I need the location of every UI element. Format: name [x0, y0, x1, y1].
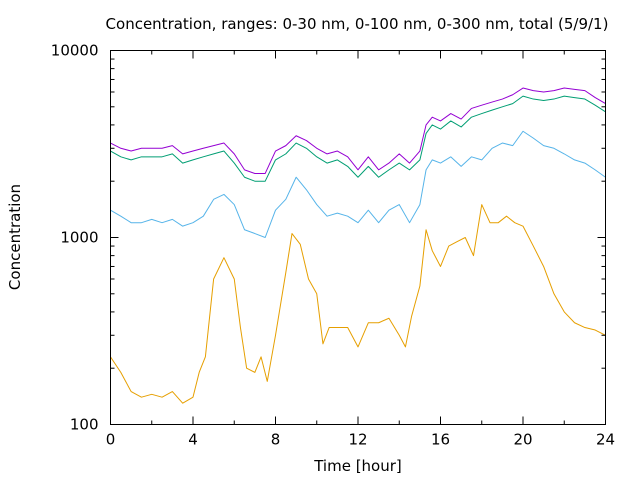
y-tick-label: 100	[70, 416, 99, 434]
tick-layer: 0 4 8 12 16 20 24 100 1000 10000	[51, 42, 615, 449]
x-tick-label: 4	[188, 431, 198, 449]
x-tick-label: 16	[431, 431, 450, 449]
x-tick-label: 20	[513, 431, 532, 449]
plot-frame	[110, 50, 606, 425]
chart-title: Concentration, ranges: 0-30 nm, 0-100 nm…	[106, 15, 609, 33]
x-tick-label: 0	[106, 431, 116, 449]
x-tick-label: 24	[596, 431, 615, 449]
series-line-1	[110, 204, 606, 404]
series-line-2	[110, 130, 606, 238]
y-tick-label: 10000	[51, 42, 99, 60]
x-tick-label: 12	[348, 431, 367, 449]
x-tick-label: 8	[271, 431, 281, 449]
series-layer	[110, 87, 606, 404]
y-axis-label: Concentration	[6, 184, 24, 290]
x-axis-label: Time [hour]	[313, 457, 402, 475]
series-line-4	[110, 87, 606, 174]
y-tick-label: 1000	[60, 229, 98, 247]
series-line-3	[110, 95, 606, 182]
